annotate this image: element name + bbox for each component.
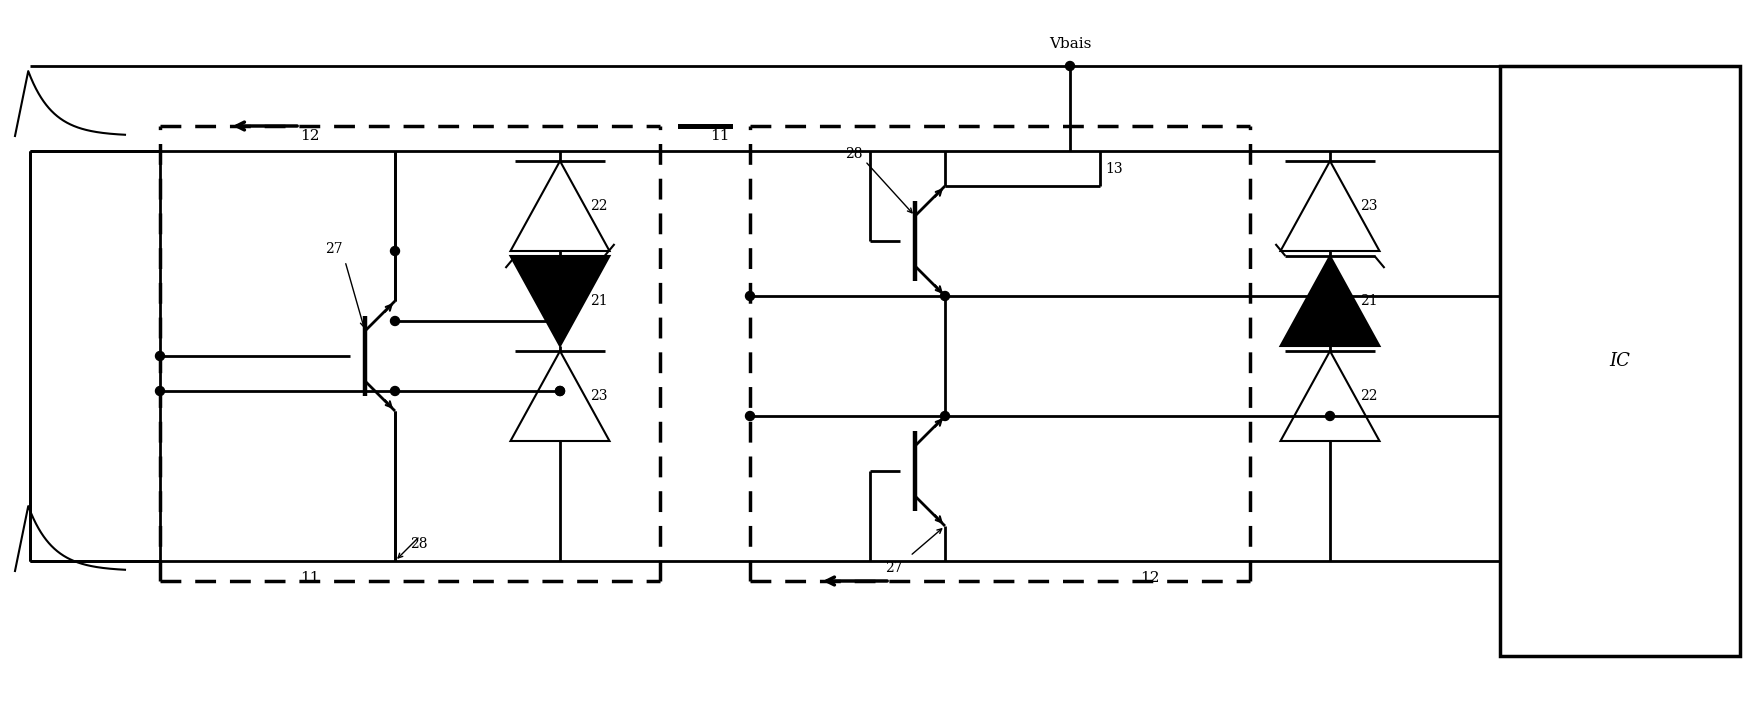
Circle shape (555, 316, 564, 325)
Text: 13: 13 (1105, 162, 1123, 176)
Circle shape (940, 412, 950, 421)
Text: 23: 23 (591, 389, 608, 403)
Text: 21: 21 (1359, 294, 1377, 308)
Text: 28: 28 (411, 537, 427, 551)
Circle shape (555, 386, 564, 395)
Text: 21: 21 (591, 294, 608, 308)
Polygon shape (511, 256, 610, 346)
Text: 28: 28 (844, 147, 862, 161)
Circle shape (940, 292, 950, 301)
Text: 27: 27 (324, 242, 342, 256)
Circle shape (1326, 292, 1335, 301)
Text: Vbais: Vbais (1049, 37, 1091, 51)
Circle shape (746, 412, 755, 421)
Bar (1500, 66, 1740, 656)
Circle shape (390, 316, 400, 325)
Text: 27: 27 (885, 561, 903, 575)
Text: 22: 22 (1359, 389, 1377, 403)
Circle shape (155, 352, 164, 361)
Text: 11: 11 (710, 129, 730, 143)
Circle shape (746, 292, 755, 301)
Circle shape (555, 316, 564, 325)
Text: 22: 22 (591, 199, 608, 213)
Polygon shape (1280, 256, 1379, 346)
Circle shape (390, 246, 400, 256)
Text: 12: 12 (1141, 571, 1160, 585)
Text: 12: 12 (300, 129, 319, 143)
Text: IC: IC (1610, 352, 1631, 370)
Circle shape (390, 386, 400, 395)
Text: 11: 11 (300, 571, 319, 585)
Circle shape (155, 386, 164, 395)
Circle shape (1326, 412, 1335, 421)
Circle shape (555, 386, 564, 395)
Circle shape (1065, 61, 1074, 71)
Text: 23: 23 (1359, 199, 1377, 213)
